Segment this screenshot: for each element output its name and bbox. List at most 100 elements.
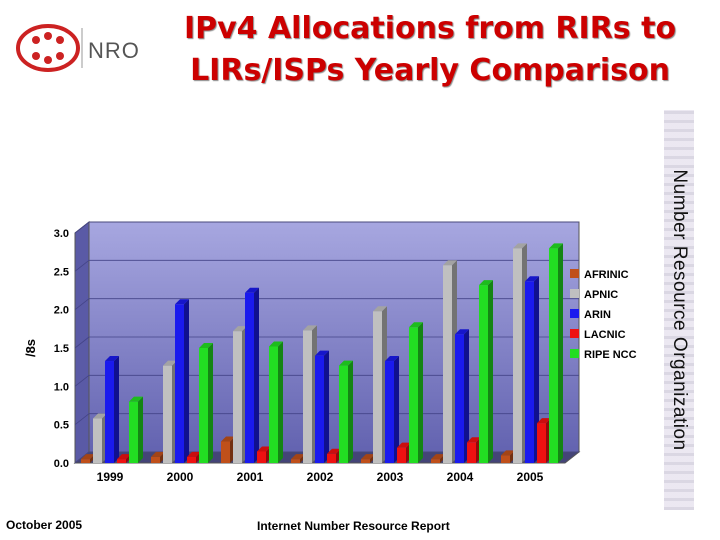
bar-top — [117, 454, 131, 460]
allocations-chart: 0.0 0.5 1.0 1.5 2.0 2.5 3.0/8s 1999 2000 2001 2002… — [23, 220, 637, 484]
bar-arin-2004 — [455, 329, 469, 463]
bar-side — [254, 287, 259, 463]
x-tick-label: 2004 — [447, 470, 474, 484]
logo-dot-icon — [56, 52, 64, 60]
bar-front — [513, 248, 522, 463]
bar-top — [373, 306, 387, 312]
bar-top — [151, 451, 165, 457]
side-banner — [664, 110, 694, 510]
bar-front — [117, 459, 126, 463]
legend-item: LACNIC — [570, 329, 626, 341]
gridline-depth — [74, 375, 90, 387]
legend-label: APNIC — [584, 289, 618, 301]
bar-front — [221, 441, 230, 463]
bar-apnic-2004 — [443, 260, 457, 463]
bar-top — [443, 260, 457, 266]
x-tick-label: 2000 — [167, 470, 194, 484]
y-tick-label: 1.5 — [54, 343, 69, 355]
bar-top — [431, 454, 445, 460]
y-axis-label: /8s — [23, 339, 38, 357]
bar-side — [418, 322, 423, 463]
bar-arin-2001 — [245, 287, 259, 463]
bar-apnic-2003 — [373, 306, 387, 463]
page-title: IPv4 Allocations from RIRs to LIRs/ISPs … — [160, 8, 700, 92]
bar-top — [513, 243, 527, 249]
bar-top — [501, 450, 515, 456]
bar-top — [221, 436, 235, 442]
bar-front — [269, 346, 278, 463]
bar-top — [385, 356, 399, 362]
bar-top — [129, 396, 143, 402]
gridline-depth — [74, 260, 90, 272]
x-tick-label: 2001 — [237, 470, 264, 484]
bar-top — [549, 243, 563, 249]
y-tick-label: 0.5 — [54, 420, 69, 432]
bar-front — [163, 365, 172, 463]
title-line-1: IPv4 Allocations from RIRs to — [183, 11, 677, 46]
bar-apnic-2000 — [163, 360, 177, 463]
x-tick-label: 2005 — [517, 470, 544, 484]
bar-lacnic-2003 — [397, 442, 411, 463]
gridline-depth — [74, 221, 90, 234]
bar-top — [339, 360, 353, 366]
y-tick-label: 2.0 — [54, 305, 69, 317]
bar-side — [324, 350, 329, 463]
bar-top — [409, 322, 423, 328]
title-line-2: LIRs/ISPs Yearly Comparison — [190, 53, 670, 88]
bar-front — [291, 459, 300, 463]
bar-top — [105, 356, 119, 362]
gridline-depth — [74, 413, 90, 425]
bar-apnic-2001 — [233, 326, 247, 463]
bar-front — [327, 453, 336, 463]
gridline-depth — [74, 451, 90, 464]
bar-top — [233, 326, 247, 332]
bar-top — [199, 343, 213, 348]
bar-front — [525, 281, 534, 463]
footer-date: October 2005 — [6, 518, 83, 532]
x-tick-label: 2002 — [307, 470, 334, 484]
bar-apnic-2002 — [303, 325, 317, 463]
nro-logo — [16, 24, 83, 72]
bar-front — [467, 442, 476, 463]
bar-top — [455, 329, 469, 335]
bar-front — [397, 447, 406, 463]
bar-top — [269, 341, 283, 347]
legend-swatch — [570, 289, 579, 298]
bar-front — [93, 418, 102, 463]
bar-front — [361, 459, 370, 463]
gridline-depth — [74, 336, 90, 349]
bar-front — [537, 423, 546, 463]
bar-top — [187, 451, 201, 457]
side-banner-pattern — [664, 110, 694, 510]
y-tick-label: 0.0 — [54, 458, 69, 470]
bar-front — [187, 456, 196, 463]
bar-apnic-1999 — [93, 413, 107, 463]
bar-ripe-ncc-2002 — [339, 360, 353, 463]
bar-side — [348, 360, 353, 463]
bar-front — [455, 334, 464, 463]
bar-front — [501, 455, 510, 463]
bar-front — [315, 355, 324, 463]
logo-dot-icon — [44, 32, 52, 40]
y-tick-label: 3.0 — [54, 228, 69, 240]
bar-side — [138, 396, 143, 463]
bar-side — [278, 341, 283, 463]
y-tick-label: 2.5 — [54, 266, 69, 278]
legend-label: AFRINIC — [584, 269, 629, 281]
bar-top — [315, 350, 329, 356]
bar-front — [373, 311, 382, 463]
legend-swatch — [570, 309, 579, 318]
x-tick-label: 1999 — [97, 470, 124, 484]
bar-lacnic-2005 — [537, 418, 551, 463]
bar-front — [105, 361, 114, 463]
bar-front — [257, 451, 266, 463]
bar-top — [245, 287, 259, 293]
bar-top — [303, 325, 317, 331]
bar-side — [184, 299, 189, 463]
bar-top — [467, 437, 481, 443]
legend-swatch — [570, 269, 579, 278]
footer-bar — [0, 510, 720, 540]
bar-top — [537, 418, 551, 424]
bar-front — [303, 330, 312, 463]
bar-side — [208, 343, 213, 463]
